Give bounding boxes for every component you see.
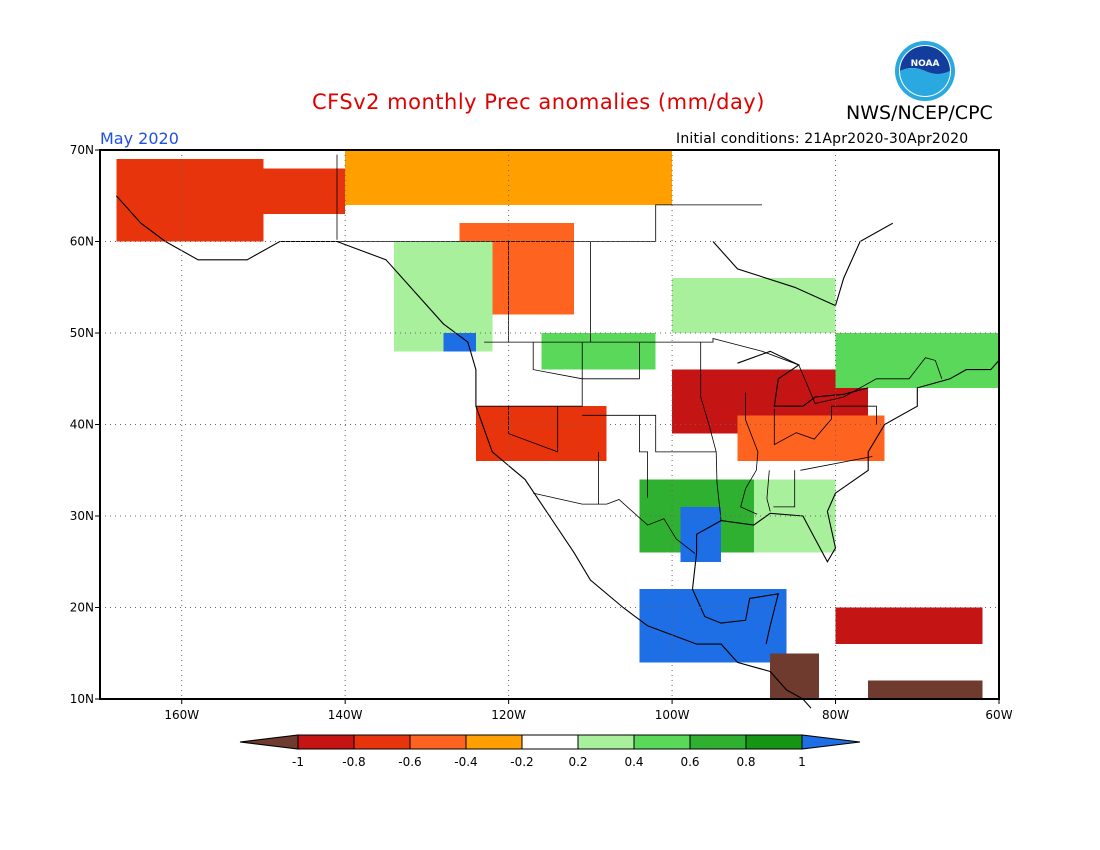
anomaly-cell [541,333,656,370]
anomaly-cell [475,406,607,462]
colorbar-bin [409,734,467,750]
anomaly-cell [672,278,836,333]
colorbar-bin [353,734,411,750]
lat-label: 50N [70,326,94,340]
anomaly-cell [345,150,673,205]
boundary-line [639,415,648,498]
boundary-line [737,350,869,407]
boundary-line [766,470,771,512]
lat-label: 10N [70,692,94,706]
boundary-line [700,342,722,521]
boundary-line [582,342,640,380]
boundary-line [691,552,780,645]
colorbar-tick-label: 1 [798,755,806,769]
colorbar-tick-label: 0.2 [568,755,587,769]
colorbar-bin [577,734,635,750]
lat-label: 40N [70,418,94,432]
lat-label: 70N [70,143,94,157]
colorbar-bin [521,734,579,750]
initial-conditions: Initial conditions: 21Apr2020-30Apr2020 [676,131,968,147]
forecast-month: May 2020 [100,129,179,148]
logo-text: NOAA [911,59,940,69]
lon-label: 80W [822,708,849,722]
anomaly-cell [443,333,476,352]
anomaly-cell [835,333,999,388]
colorbar: -1 -0.8 -0.6 -0.4 -0.2 0.2 0.4 0.6 0.8 1 [239,734,861,769]
lat-label: 60N [70,235,94,249]
anomaly-cell [835,607,983,645]
lat-label: 20N [70,601,94,615]
colorbar-arrow-low [239,734,299,750]
colorbar-tick-label: -0.8 [342,755,365,769]
anomaly-cell [263,168,346,215]
anomaly-cell [680,506,722,562]
axis-labels: 70N 60N 50N 40N 30N 20N 10N 160W 140W 120W 100W 80W… [70,143,1013,722]
boundary-line [533,492,696,554]
boundary-line [475,342,583,407]
noaa-logo-icon: NOAA [895,41,955,101]
colorbar-bin [633,734,691,750]
lon-label: 160W [164,708,199,722]
map-title: CFSv2 monthly Prec anomalies (mm/day) [312,90,765,114]
anomaly-cell [639,589,787,663]
boundary-line [800,456,873,471]
boundary-line [508,406,559,453]
colorbar-tick-label: -0.6 [398,755,421,769]
colorbar-tick-label: 0.8 [736,755,755,769]
anomaly-cell [394,241,493,352]
agency-label: NWS/NCEP/CPC [846,102,993,124]
lon-label: 120W [491,708,526,722]
lon-label: 100W [655,708,690,722]
colorbar-arrow-high [801,734,861,750]
boundary-line [532,342,583,380]
colorbar-tick-label: -0.2 [510,755,533,769]
lon-label: 60W [985,708,1012,722]
boundary-line [115,195,812,709]
coastline-layer [115,154,1000,709]
initial-conditions-label: Initial conditions: [676,131,800,147]
boundary-line [773,405,877,446]
anomaly-cell [116,159,264,242]
colorbar-bin [689,734,747,750]
anomaly-cell [770,653,820,699]
initial-conditions-value: 21Apr2020-30Apr2020 [804,131,969,147]
colorbar-tick-label: -1 [292,755,304,769]
colorbar-tick-label: 0.4 [624,755,643,769]
colorbar-tick-label: 0.6 [680,755,699,769]
colorbar-tick-label: -0.4 [454,755,477,769]
boundary-line [582,414,717,453]
boundary-line [740,392,759,515]
colorbar-bin [745,734,803,750]
boundary-line [484,337,943,404]
boundary-line [773,470,796,508]
anomaly-cell [868,680,983,699]
boundary-line [696,360,1000,563]
lon-label: 140W [328,708,363,722]
colorbar-bin [465,734,523,750]
lat-label: 30N [70,509,94,523]
colorbar-bin [297,734,355,750]
